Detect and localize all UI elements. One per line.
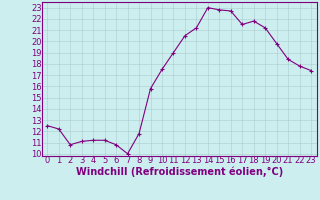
X-axis label: Windchill (Refroidissement éolien,°C): Windchill (Refroidissement éolien,°C) <box>76 166 283 177</box>
